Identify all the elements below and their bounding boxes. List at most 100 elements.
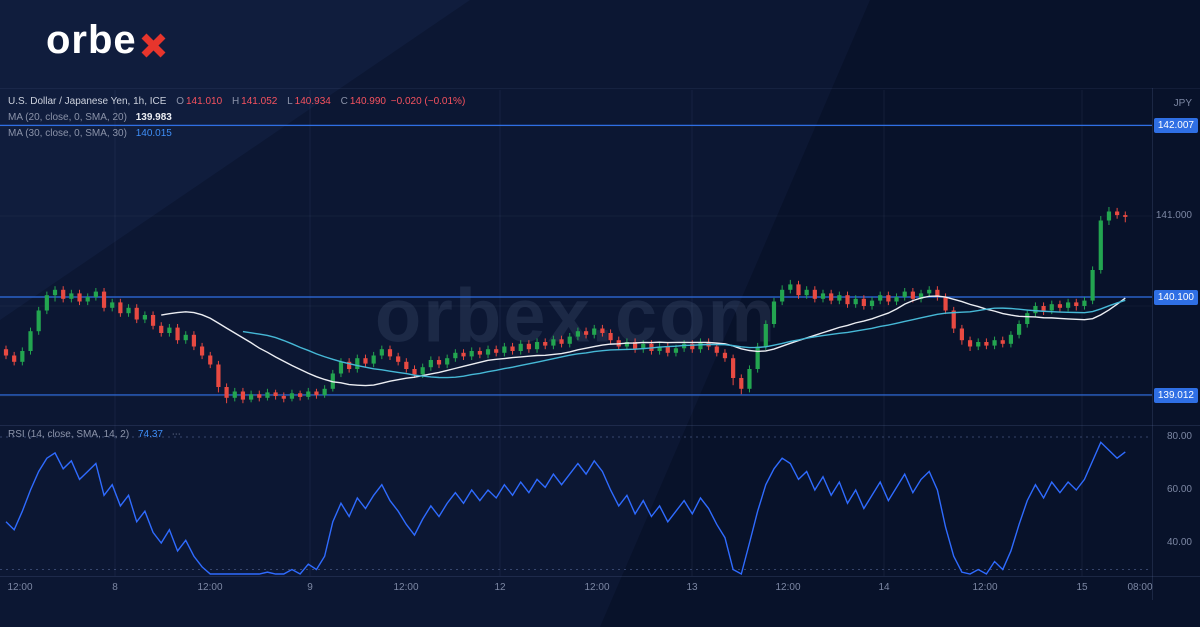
candle xyxy=(159,322,164,337)
candle xyxy=(20,347,25,366)
candle xyxy=(771,297,777,328)
orbex-logo: orbe xyxy=(46,20,167,60)
candle xyxy=(289,389,295,402)
candle xyxy=(347,358,352,373)
time-axis-label: 12:00 xyxy=(972,582,998,593)
ohlc-open-label: O xyxy=(176,96,184,107)
price-axis-badge: 139.012 xyxy=(1153,387,1198,403)
candle xyxy=(927,286,932,297)
candle xyxy=(273,389,278,400)
candle xyxy=(1008,331,1014,348)
pane-divider[interactable] xyxy=(0,425,1200,426)
candle xyxy=(1016,320,1022,339)
candle xyxy=(665,342,670,357)
time-axis[interactable]: 12:00 8 12:00 9 12:00 12 12:00 13 12:00 14 12:00 15… xyxy=(0,578,1200,600)
candle xyxy=(1033,302,1038,317)
time-axis-label: 08:00 xyxy=(1127,582,1153,593)
candle xyxy=(126,304,131,317)
ohlc-change: −0.020 (−0.01%) xyxy=(390,96,466,107)
candle xyxy=(224,383,229,404)
candle xyxy=(886,291,891,306)
price-axis[interactable]: JPY 141.000 142.007 140.100 139.012 80.00 60.… xyxy=(1152,0,1200,600)
candle xyxy=(583,327,589,339)
ma30-legend[interactable]: MA (30, close, 0, SMA, 30) 140.015 xyxy=(8,128,172,139)
candle xyxy=(804,286,809,299)
candle xyxy=(118,298,123,317)
candle xyxy=(3,345,9,360)
candle xyxy=(747,365,752,393)
candle xyxy=(592,324,597,339)
candle xyxy=(52,286,58,302)
candle xyxy=(110,298,115,312)
candle xyxy=(306,387,311,400)
ma20-legend[interactable]: MA (20, close, 0, SMA, 20) 139.983 xyxy=(8,112,172,123)
ma20-value: 139.983 xyxy=(135,112,172,123)
ma30-value: 140.015 xyxy=(135,128,172,139)
time-axis-divider xyxy=(0,576,1200,577)
candle xyxy=(191,331,197,351)
candle xyxy=(1115,207,1120,219)
candle xyxy=(575,327,580,341)
candle xyxy=(208,351,213,369)
candle xyxy=(445,354,450,369)
time-axis-label: 14 xyxy=(878,582,890,593)
rsi-options-icon[interactable]: ⋯ xyxy=(171,429,181,439)
candle xyxy=(1090,266,1095,305)
ma30-label: MA (30, close, 0, SMA, 30) xyxy=(8,128,127,139)
ohlc-high-value: 141.052 xyxy=(241,96,278,107)
time-axis-label: 12:00 xyxy=(7,582,33,593)
price-axis-badge: 142.007 xyxy=(1153,118,1198,134)
candle xyxy=(731,354,736,386)
candle xyxy=(559,335,564,348)
orbex-logo-text: orbe xyxy=(46,18,137,62)
candle xyxy=(959,324,964,345)
candle xyxy=(1123,211,1128,223)
candle xyxy=(257,390,262,402)
rsi-legend[interactable]: RSI (14, close, SMA, 14, 2) 74.37 ⋯ xyxy=(8,429,181,440)
time-axis-label: 12:00 xyxy=(584,582,610,593)
header-divider xyxy=(0,88,1200,89)
candle xyxy=(216,360,221,393)
rsi-value: 74.37 xyxy=(137,429,163,440)
candle xyxy=(69,289,74,303)
candle xyxy=(829,289,834,305)
candle xyxy=(878,291,883,305)
candle xyxy=(534,338,540,353)
candle xyxy=(134,304,139,324)
ohlc-low-value: 140.934 xyxy=(294,96,331,107)
candle xyxy=(363,354,368,368)
candle xyxy=(298,390,303,401)
candle xyxy=(853,295,858,308)
time-axis-label: 12 xyxy=(494,582,506,593)
candle xyxy=(861,295,866,310)
candle xyxy=(984,338,989,350)
candle xyxy=(494,345,499,357)
candle xyxy=(322,385,327,398)
candle xyxy=(1098,216,1103,274)
candle xyxy=(240,387,246,404)
rsi-axis-label: 60.00 xyxy=(1166,484,1192,495)
price-axis-currency: JPY xyxy=(1173,98,1192,109)
candle xyxy=(788,279,793,294)
symbol-title: U.S. Dollar / Japanese Yen, 1h, ICE xyxy=(8,96,167,107)
candle xyxy=(485,345,491,359)
candle xyxy=(902,288,907,301)
rsi-axis-label: 80.00 xyxy=(1166,431,1192,442)
candle xyxy=(837,291,842,305)
candle xyxy=(142,311,147,324)
candle xyxy=(412,365,417,378)
candle xyxy=(518,340,523,355)
candle xyxy=(93,288,98,301)
candle xyxy=(232,387,237,402)
candle xyxy=(1057,300,1063,313)
symbol-legend[interactable]: U.S. Dollar / Japanese Yen, 1h, ICE O 141… xyxy=(8,96,465,107)
time-axis-label: 8 xyxy=(112,582,118,593)
candle xyxy=(600,324,605,337)
candle xyxy=(355,354,360,373)
candle xyxy=(812,286,817,303)
rsi-line xyxy=(5,441,1126,576)
candle xyxy=(796,280,801,299)
ma20-line xyxy=(161,295,1126,387)
